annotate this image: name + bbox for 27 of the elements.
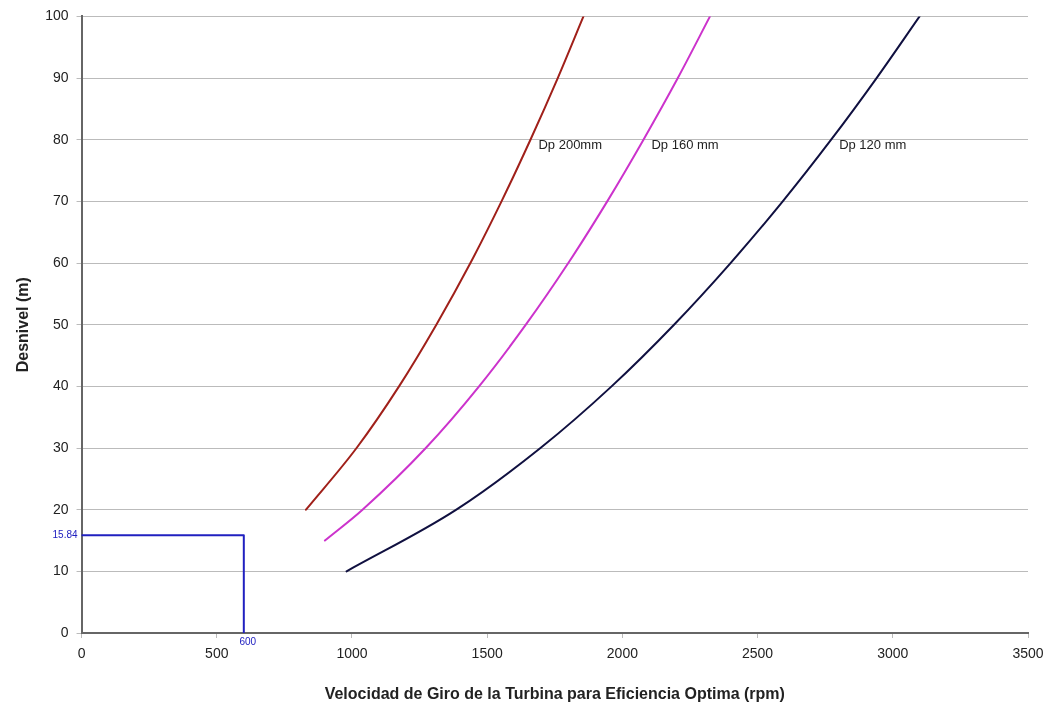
x-tick-label: 2500 <box>742 645 774 662</box>
y-tick-label: 70 <box>52 192 69 209</box>
y-tick-label: 20 <box>52 500 69 517</box>
y-tick-label: 90 <box>52 68 69 85</box>
x-tick-label: 3500 <box>1012 645 1044 662</box>
x-tick-label: 3000 <box>877 645 909 662</box>
x-axis-title: Velocidad de Giro de la Turbina para Eficiencia Optima (rpm) <box>324 684 785 702</box>
line-series <box>345 16 921 573</box>
series-label: Dp 160 mm <box>651 137 719 153</box>
y-tick-label: 30 <box>52 438 69 455</box>
x-tick-label: 0 <box>77 645 86 662</box>
y-tick-label: 60 <box>52 253 69 270</box>
y-tick-label: 100 <box>45 7 69 24</box>
series-label: Dp 120 mm <box>839 137 907 153</box>
y-tick-label: 0 <box>60 623 69 640</box>
y-tick-label: 80 <box>52 130 69 147</box>
x-tick-label: 500 <box>205 645 229 662</box>
x-tick-label: 2000 <box>606 645 639 662</box>
y-axis-title: Desnivel (m) <box>14 277 32 373</box>
annotation: 15.84 <box>52 529 78 541</box>
y-tick-label: 40 <box>52 377 69 394</box>
x-tick-label: 1000 <box>336 645 368 662</box>
y-tick-label: 50 <box>52 315 69 332</box>
x-tick-label: 1500 <box>471 645 503 662</box>
series-label: Dp 200mm <box>538 137 603 153</box>
annotation: 600 <box>239 635 257 647</box>
y-tick-label: 10 <box>52 562 69 579</box>
